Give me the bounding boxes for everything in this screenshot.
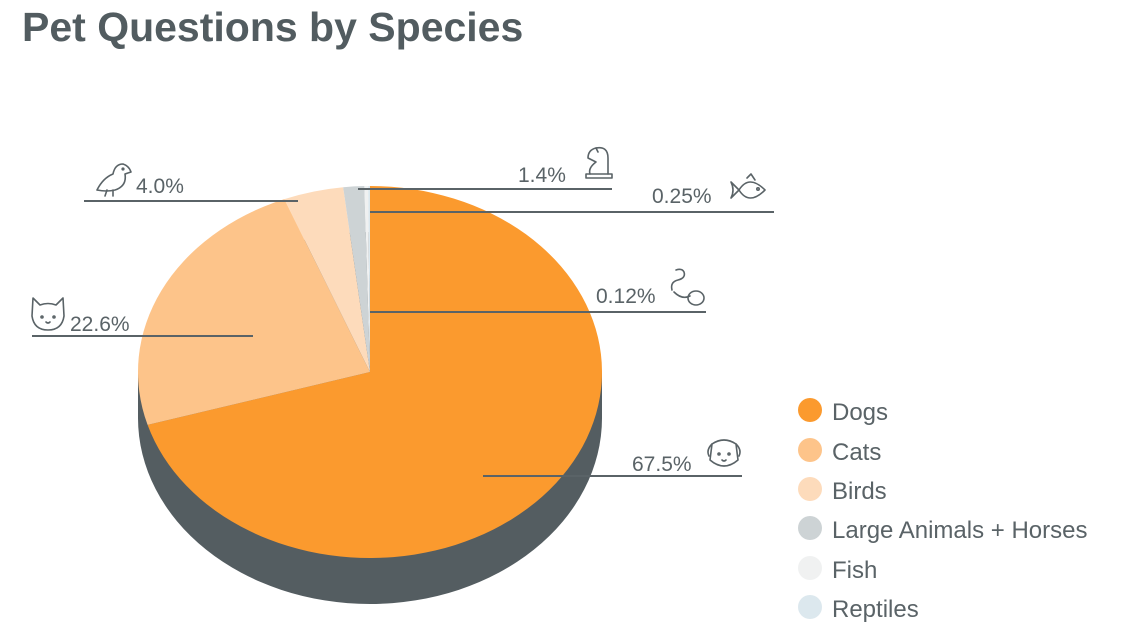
legend-label: Dogs <box>832 399 888 426</box>
data-label-reptiles: 0.12% <box>596 285 656 308</box>
pie-slice-reptiles[interactable] <box>368 186 370 372</box>
legend-label: Reptiles <box>832 596 919 623</box>
horse-icon <box>585 146 613 179</box>
legend-swatch <box>798 556 822 580</box>
leader-lines <box>32 188 774 477</box>
data-label-fish: 0.25% <box>652 185 712 208</box>
chart-title: Pet Questions by Species <box>22 4 524 50</box>
data-label-birds: 4.0% <box>136 175 184 198</box>
legend-swatch <box>798 516 822 540</box>
legend-item-birds[interactable]: Birds <box>798 477 887 505</box>
legend-item-dogs[interactable]: Dogs <box>798 398 888 426</box>
dog-icon <box>707 439 741 467</box>
pie-slice-fish[interactable] <box>364 186 370 372</box>
pie-slice-dogs[interactable] <box>147 186 603 558</box>
legend-swatch <box>798 595 822 619</box>
pie-group <box>137 186 603 604</box>
fish-icon <box>730 173 766 199</box>
pie-slice-birds[interactable] <box>284 187 370 372</box>
legend-item-reptiles[interactable]: Reptiles <box>798 595 919 623</box>
legend-swatch <box>798 477 822 501</box>
legend-item-large-animals[interactable]: Large Animals + Horses <box>798 516 1087 544</box>
legend-label: Fish <box>832 557 877 584</box>
legend-item-fish[interactable]: Fish <box>798 556 877 584</box>
snake-icon <box>670 268 705 306</box>
data-label-large-animals: 1.4% <box>518 164 566 187</box>
cat-icon <box>31 297 65 331</box>
bird-icon <box>96 163 132 197</box>
legend-label: Birds <box>832 478 887 505</box>
legend-label: Cats <box>832 439 881 466</box>
legend-swatch <box>798 398 822 422</box>
pie-slice-cats[interactable] <box>137 199 370 425</box>
legend-swatch <box>798 438 822 462</box>
legend-item-cats[interactable]: Cats <box>798 438 881 466</box>
data-label-dogs: 67.5% <box>632 453 692 476</box>
pie-slice-large-animals-horses[interactable] <box>343 186 370 372</box>
data-label-cats: 22.6% <box>70 313 130 336</box>
legend-label: Large Animals + Horses <box>832 517 1087 544</box>
legend: Dogs Cats Birds Large Animals + Horses F… <box>798 398 1087 623</box>
